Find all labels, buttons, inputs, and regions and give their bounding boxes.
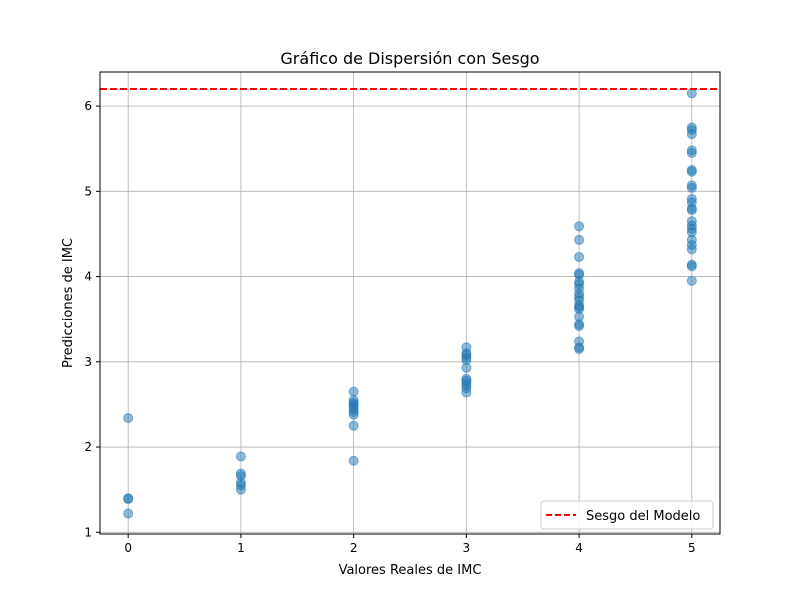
plot-frame [99, 71, 721, 535]
x-tick-label: 1 [237, 541, 245, 555]
data-point [686, 182, 697, 193]
data-point [686, 129, 697, 140]
data-point [686, 166, 697, 177]
data-point [574, 251, 585, 262]
legend-box [540, 500, 714, 530]
data-point [686, 88, 697, 99]
data-point [686, 275, 697, 286]
data-point [348, 420, 359, 431]
data-point [235, 484, 246, 495]
x-axis-label: Valores Reales de IMC [339, 563, 482, 578]
data-point [461, 362, 472, 373]
y-tick-label: 6 [84, 99, 92, 113]
data-point [348, 386, 359, 397]
data-point [574, 234, 585, 245]
axis-ticks: 0 1 2 3 4 5 1 2 3 4 5 6 [84, 99, 695, 555]
x-tick-label: 5 [688, 541, 696, 555]
x-tick-label: 4 [575, 541, 583, 555]
data-point [574, 321, 585, 332]
data-point [686, 205, 697, 216]
y-tick-label: 1 [84, 525, 92, 539]
data-point [574, 221, 585, 232]
x-tick-label: 3 [463, 541, 471, 555]
data-point [123, 413, 134, 424]
legend-bias-label: Sesgo del Modelo [586, 509, 700, 524]
data-point [574, 344, 585, 355]
legend: Sesgo del Modelo [540, 500, 714, 530]
data-point [461, 387, 472, 398]
x-tick-label: 2 [350, 541, 358, 555]
data-point [348, 409, 359, 420]
data-point [123, 494, 134, 505]
data-point [348, 455, 359, 466]
y-tick-label: 5 [84, 184, 92, 198]
y-axis-label: Predicciones de IMC [61, 238, 76, 368]
x-tick-label: 0 [124, 541, 132, 555]
grid [100, 72, 720, 534]
data-point [123, 508, 134, 519]
data-point [686, 244, 697, 255]
y-tick-label: 4 [84, 270, 92, 284]
y-tick-label: 2 [84, 440, 92, 454]
data-points [123, 88, 697, 519]
chart-title: Gráfico de Dispersión con Sesgo [280, 49, 539, 68]
data-point [686, 147, 697, 158]
data-point [686, 261, 697, 272]
data-point [235, 451, 246, 462]
y-tick-label: 3 [84, 355, 92, 369]
